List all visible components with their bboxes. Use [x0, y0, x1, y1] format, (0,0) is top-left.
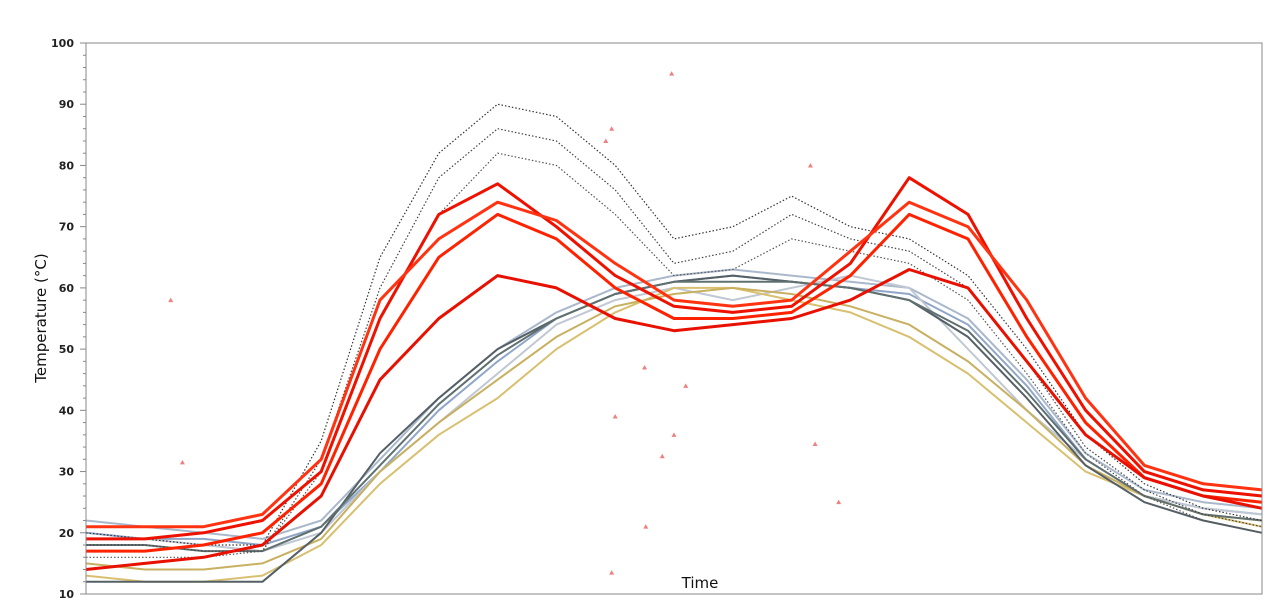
- series-lines: [85, 103, 1263, 583]
- y-tick-label: 100: [51, 37, 74, 50]
- outlier-point: [683, 383, 689, 388]
- series-line-dark-grey-12: [86, 274, 1263, 583]
- y-tick-label: 50: [59, 343, 75, 356]
- series-line-black-dotted-0: [85, 103, 1263, 546]
- y-tick-label: 70: [59, 221, 75, 234]
- outlier-point: [609, 570, 615, 575]
- y-tick-label: 30: [59, 466, 75, 479]
- series-line-red-3: [86, 176, 1263, 541]
- y-tick-label: 20: [59, 527, 75, 540]
- outlier-point: [669, 71, 675, 76]
- outlier-point: [643, 524, 649, 529]
- y-tick-label: 90: [59, 98, 75, 111]
- series-line-gold-11: [85, 286, 1263, 571]
- series-line-dark-grey-13: [86, 280, 1263, 553]
- outlier-points: [168, 71, 842, 575]
- outlier-point: [612, 413, 618, 419]
- outlier-point: [603, 138, 609, 143]
- outlier-point: [642, 364, 648, 370]
- series-line-red-5: [85, 268, 1263, 571]
- y-tick-label: 60: [59, 282, 75, 295]
- y-tick-label: 80: [59, 159, 75, 172]
- outlier-point: [812, 441, 818, 447]
- outlier-point: [609, 126, 615, 131]
- outlier-point: [807, 162, 813, 168]
- x-axis-title: Time: [681, 574, 719, 592]
- series-line-red-6: [86, 200, 1263, 529]
- outlier-point: [659, 453, 665, 459]
- outlier-point: [179, 459, 185, 465]
- outlier-point: [836, 499, 842, 505]
- outlier-point: [671, 432, 677, 437]
- y-tick-label: 40: [59, 404, 75, 417]
- outlier-point: [168, 297, 174, 303]
- y-axis: 10 20 30 40 50 60 70 80 90 100: [51, 37, 86, 601]
- plot-frame: [85, 42, 1263, 595]
- series-line-red-4: [86, 212, 1263, 553]
- y-tick-label: 10: [59, 588, 75, 601]
- series-line-black-dotted-1: [86, 128, 1263, 552]
- y-axis-title: Temperature (°C): [32, 253, 50, 383]
- series-line-blue-grey-7: [85, 268, 1263, 540]
- series-line-black-dotted-2: [86, 152, 1263, 558]
